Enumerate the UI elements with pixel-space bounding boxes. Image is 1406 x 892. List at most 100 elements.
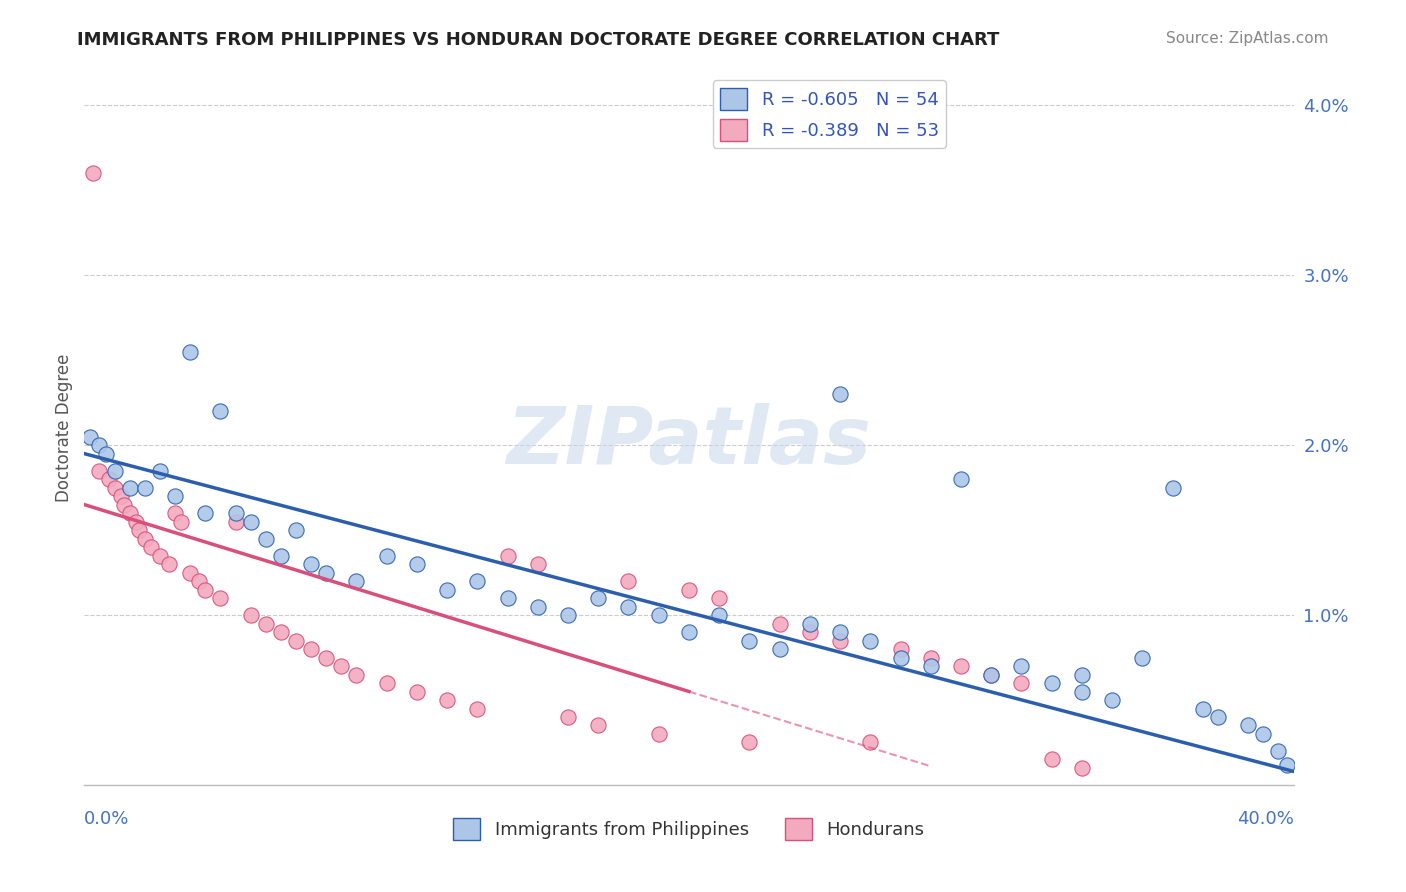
Point — [1071, 667, 1094, 681]
Point — [346, 667, 368, 681]
Point — [557, 710, 579, 724]
Point — [980, 667, 1002, 681]
Point — [194, 582, 217, 597]
Point — [285, 523, 308, 537]
Point — [1071, 761, 1094, 775]
Point — [209, 591, 232, 605]
Point — [346, 574, 368, 588]
Point — [375, 549, 398, 563]
Point — [769, 642, 792, 657]
Point — [678, 625, 700, 640]
Point — [1192, 701, 1215, 715]
Point — [950, 659, 973, 673]
Point — [315, 650, 337, 665]
Point — [980, 667, 1002, 681]
Point — [104, 464, 127, 478]
Point — [239, 608, 262, 623]
Point — [738, 633, 761, 648]
Point — [588, 718, 610, 732]
Point — [950, 472, 973, 486]
Point — [467, 574, 489, 588]
Point — [1071, 684, 1094, 698]
Point — [285, 633, 308, 648]
Point — [157, 557, 180, 571]
Point — [225, 506, 247, 520]
Point — [709, 608, 731, 623]
Point — [890, 642, 912, 657]
Point — [859, 735, 882, 749]
Point — [1277, 757, 1299, 772]
Point — [89, 438, 111, 452]
Point — [89, 464, 111, 478]
Point — [1237, 718, 1260, 732]
Point — [1101, 693, 1123, 707]
Point — [104, 481, 127, 495]
Point — [254, 616, 277, 631]
Text: Source: ZipAtlas.com: Source: ZipAtlas.com — [1166, 31, 1329, 46]
Point — [118, 481, 141, 495]
Point — [920, 659, 942, 673]
Point — [830, 387, 852, 401]
Point — [527, 599, 550, 614]
Point — [82, 166, 104, 180]
Point — [799, 625, 821, 640]
Point — [769, 616, 792, 631]
Point — [1040, 752, 1063, 766]
Y-axis label: Doctorate Degree: Doctorate Degree — [55, 354, 73, 502]
Point — [315, 566, 337, 580]
Point — [1253, 727, 1275, 741]
Point — [194, 506, 217, 520]
Point — [648, 608, 671, 623]
Point — [299, 642, 322, 657]
Point — [179, 344, 201, 359]
Legend: Immigrants from Philippines, Hondurans: Immigrants from Philippines, Hondurans — [446, 811, 932, 847]
Point — [239, 515, 262, 529]
Point — [1132, 650, 1154, 665]
Point — [617, 574, 640, 588]
Point — [1161, 481, 1184, 495]
Point — [648, 727, 671, 741]
Point — [149, 549, 172, 563]
Point — [125, 515, 148, 529]
Point — [188, 574, 211, 588]
Point — [1206, 710, 1229, 724]
Point — [406, 557, 429, 571]
Point — [149, 464, 172, 478]
Point — [110, 489, 132, 503]
Point — [557, 608, 579, 623]
Point — [209, 404, 232, 418]
Point — [94, 447, 117, 461]
Point — [436, 582, 458, 597]
Point — [1011, 659, 1033, 673]
Point — [97, 472, 120, 486]
Point — [128, 523, 150, 537]
Point — [165, 489, 187, 503]
Point — [139, 540, 162, 554]
Text: ZIPatlas: ZIPatlas — [506, 403, 872, 482]
Point — [112, 498, 135, 512]
Text: IMMIGRANTS FROM PHILIPPINES VS HONDURAN DOCTORATE DEGREE CORRELATION CHART: IMMIGRANTS FROM PHILIPPINES VS HONDURAN … — [77, 31, 1000, 49]
Point — [270, 625, 292, 640]
Point — [179, 566, 201, 580]
Point — [830, 625, 852, 640]
Point — [225, 515, 247, 529]
Point — [254, 532, 277, 546]
Point — [375, 676, 398, 690]
Point — [588, 591, 610, 605]
Point — [920, 650, 942, 665]
Point — [170, 515, 193, 529]
Point — [709, 591, 731, 605]
Point — [165, 506, 187, 520]
Point — [617, 599, 640, 614]
Text: 40.0%: 40.0% — [1237, 810, 1294, 828]
Point — [496, 549, 519, 563]
Point — [1011, 676, 1033, 690]
Point — [799, 616, 821, 631]
Point — [467, 701, 489, 715]
Point — [738, 735, 761, 749]
Point — [1040, 676, 1063, 690]
Point — [890, 650, 912, 665]
Point — [527, 557, 550, 571]
Point — [1267, 744, 1289, 758]
Point — [134, 481, 156, 495]
